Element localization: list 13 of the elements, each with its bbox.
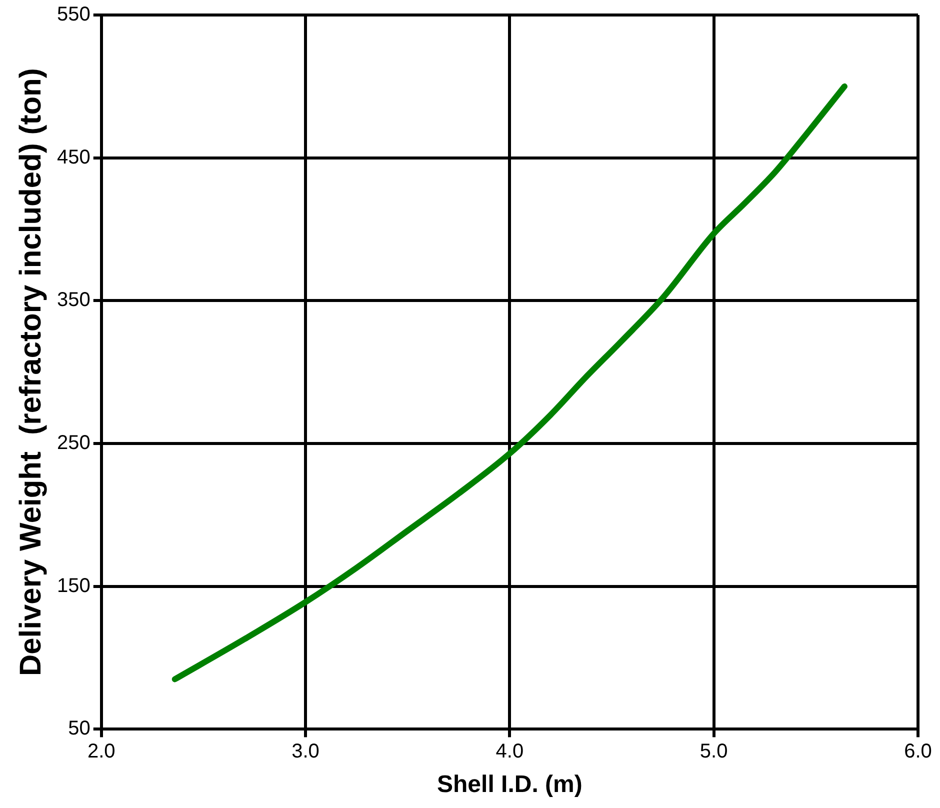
y-tick-label: 450 <box>56 146 90 168</box>
x-tick-label: 5.0 <box>700 740 728 763</box>
x-tick-label: 6.0 <box>904 740 932 763</box>
y-tick-label: 250 <box>56 432 90 454</box>
y-tick-label: 50 <box>68 718 90 740</box>
x-tick-label: 3.0 <box>292 740 320 763</box>
x-tick-label: 2.0 <box>87 740 116 763</box>
y-tick-label: 150 <box>56 574 90 597</box>
y-axis-title: Delivery Weight (refractory included) (ton) <box>14 68 48 676</box>
y-tick-label: 350 <box>56 289 90 312</box>
y-tick-label: 550 <box>56 4 90 26</box>
x-axis-title: Shell I.D. (m) <box>437 771 582 798</box>
x-tick-label: 4.0 <box>496 740 524 763</box>
